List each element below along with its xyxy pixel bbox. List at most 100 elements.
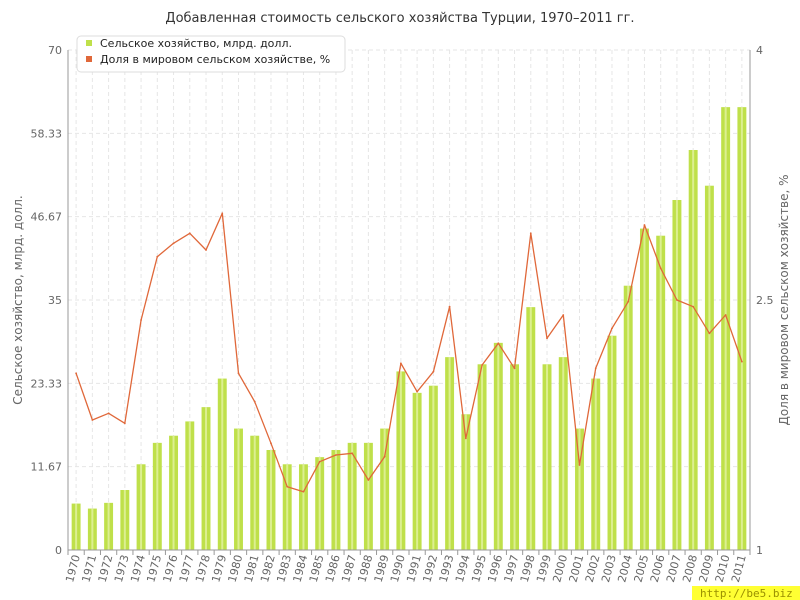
bar-highlight-1979: [221, 378, 224, 550]
bar-highlight-1975: [156, 442, 159, 550]
legend-swatch-bars: [86, 40, 92, 46]
line-point-2007: [676, 299, 678, 301]
line-point-1978: [205, 249, 207, 251]
line-point-1980: [237, 372, 240, 375]
line-series: [75, 212, 743, 493]
line-point-1991: [416, 390, 419, 393]
bar-highlight-1992: [432, 385, 435, 550]
legend-label-bars: Сельское хозяйство, млрд. долл.: [100, 37, 292, 50]
bar-highlight-1982: [269, 450, 272, 550]
bar-highlight-2009: [708, 185, 711, 550]
y-tick-label-left: 58.33: [31, 127, 63, 140]
bar-highlight-1976: [172, 435, 175, 550]
line-point-1989: [383, 455, 386, 458]
line-point-1995: [481, 364, 483, 366]
bar-highlight-1980: [237, 428, 240, 550]
line-point-1984: [302, 490, 305, 493]
bar-highlight-1997: [513, 364, 516, 550]
y-tick-label-left: 35: [48, 294, 62, 307]
line-share-of-world: [75, 212, 743, 493]
line-point-2001: [578, 464, 581, 466]
bar-highlight-2005: [643, 228, 646, 551]
bar-highlight-1993: [448, 357, 451, 550]
line-point-1998: [529, 232, 532, 235]
line-point-1990: [399, 362, 402, 365]
line-point-2009: [708, 332, 711, 335]
bar-highlight-1990: [399, 371, 402, 550]
line-point-1974: [140, 319, 142, 321]
bar-highlight-1971: [91, 508, 94, 550]
line-point-1999: [546, 337, 548, 340]
y-axis-right-title: Доля в мировом сельском хозяйстве, %: [777, 174, 791, 425]
legend-box: [76, 35, 346, 73]
bar-highlight-2010: [724, 107, 727, 551]
line-point-1977: [188, 232, 191, 235]
line-point-1981: [253, 400, 256, 403]
line-point-1972: [107, 412, 110, 415]
bar-highlight-1981: [253, 435, 256, 550]
line-point-2004: [627, 300, 630, 303]
bar-highlight-2006: [659, 235, 662, 550]
bar-highlight-1986: [334, 450, 337, 550]
bar-highlight-1989: [383, 428, 386, 550]
bar-highlight-1984: [302, 464, 305, 550]
bar-highlight-1973: [123, 490, 126, 550]
y-tick-label-right: 4: [756, 44, 763, 57]
line-point-1970: [75, 372, 78, 375]
bar-highlight-1974: [140, 464, 143, 550]
line-point-1987: [351, 452, 354, 455]
line-point-1992: [432, 370, 435, 373]
y-tick-label-left: 0: [55, 544, 62, 557]
line-point-1982: [270, 442, 272, 445]
bar-highlight-1991: [416, 392, 419, 550]
bar-highlight-1983: [286, 464, 289, 550]
bar-highlight-2007: [675, 200, 678, 550]
legend-label-line: Доля в мировом сельском хозяйстве, %: [100, 53, 330, 66]
line-point-1975: [156, 255, 159, 258]
line-point-2002: [594, 367, 597, 370]
bar-highlight-2003: [610, 335, 613, 550]
line-point-1985: [318, 460, 321, 463]
bar-highlight-1996: [497, 342, 500, 550]
line-point-1993: [448, 305, 451, 308]
y-tick-label-left: 46.67: [31, 211, 63, 224]
y-tick-label-left: 23.33: [31, 377, 63, 390]
chart-title: Добавленная стоимость сельского хозяйств…: [165, 11, 634, 26]
bar-highlight-1977: [188, 421, 191, 550]
bar-highlight-2002: [594, 378, 597, 550]
bar-highlight-2011: [740, 107, 743, 551]
bar-highlight-1995: [481, 364, 484, 550]
bar-highlight-2008: [692, 150, 695, 550]
watermark-background: [692, 586, 800, 600]
bar-highlight-1978: [205, 407, 208, 550]
line-point-1986: [335, 454, 337, 456]
bar-highlight-1972: [107, 502, 110, 550]
bar-highlight-1998: [529, 307, 532, 550]
axes: [67, 50, 751, 555]
line-point-1971: [91, 419, 94, 421]
line-point-2005: [643, 224, 646, 226]
line-point-1976: [172, 242, 175, 245]
bar-highlight-2004: [627, 285, 630, 550]
bar-highlight-1987: [351, 442, 354, 550]
bar-highlight-2000: [562, 357, 565, 550]
line-point-1983: [286, 485, 289, 488]
line-point-2000: [562, 314, 565, 316]
bar-highlight-2001: [578, 428, 581, 550]
bar-highlight-1988: [367, 442, 370, 550]
bar-highlight-1994: [464, 414, 467, 550]
bar-highlight-1970: [75, 503, 78, 550]
line-point-2003: [611, 327, 613, 330]
line-point-1979: [221, 212, 224, 215]
y-tick-label-left: 70: [48, 44, 62, 57]
y-tick-label-right: 1: [756, 544, 763, 557]
line-point-2008: [692, 305, 695, 308]
y-tick-label-right: 2.5: [756, 294, 774, 307]
y-axis-left-title: Сельское хозяйство, млрд. долл.: [11, 195, 25, 404]
bar-series: [71, 107, 747, 551]
line-point-2011: [740, 360, 743, 363]
y-tick-label-left: 11.67: [31, 461, 63, 474]
line-point-1988: [367, 479, 370, 481]
bar-highlight-1999: [546, 364, 549, 550]
